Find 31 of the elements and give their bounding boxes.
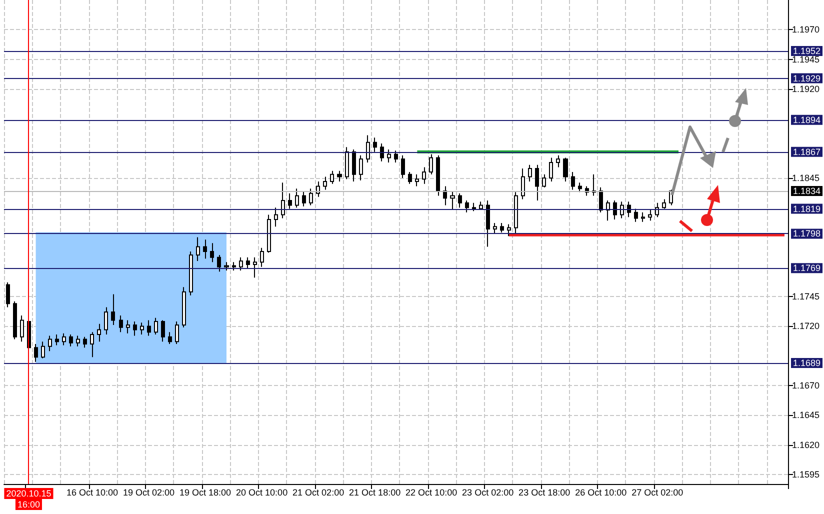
ref-line-label: 1.1798 [793, 228, 821, 239]
ref-line-label: 1.1819 [793, 204, 821, 214]
x-tick-label: 20 Oct 10:00 [236, 488, 288, 498]
y-tick-label: 1.1720 [792, 321, 820, 332]
x-tick-label: 21 Oct 18:00 [349, 488, 401, 498]
ref-line-label: 1.1867 [793, 146, 821, 157]
y-tick-label: 1.1845 [792, 172, 820, 183]
x-tick-label: 19 Oct 18:00 [180, 488, 232, 498]
ref-line-label: 1.1769 [793, 263, 821, 274]
x-tick-label: 23 Oct 02:00 [462, 488, 514, 498]
ref-line-label: 1.1952 [793, 46, 821, 56]
y-tick-label: 1.1945 [792, 54, 820, 64]
x-tick-label: 22 Oct 10:00 [406, 488, 458, 498]
y-tick-label: 1.1595 [792, 470, 820, 480]
y-tick-label: 1.1620 [792, 440, 820, 450]
x-tick-label: 19 Oct 02:00 [123, 488, 175, 498]
y-tick-label: 1.1970 [792, 24, 820, 35]
y-tick-label: 1.1920 [792, 84, 820, 94]
x-tick-label: 2020.10.15 16:00 [6, 488, 52, 510]
ref-line-label: 1.1929 [793, 73, 821, 84]
x-tick-label: 27 Oct 02:00 [632, 488, 684, 498]
x-tick-label: 21 Oct 02:00 [292, 488, 344, 498]
y-tick-label: 1.1670 [792, 380, 820, 391]
y-tick-label: 1.1745 [792, 292, 820, 302]
ref-line-label: 1.1834 [793, 186, 821, 196]
x-tick-label: 16 Oct 10:00 [66, 488, 118, 498]
x-tick-label: 26 Oct 10:00 [575, 488, 627, 498]
y-tick-label: 1.1645 [792, 410, 820, 420]
ref-line-label: 1.1894 [793, 114, 821, 125]
x-tick-label: 23 Oct 18:00 [518, 488, 570, 498]
ref-line-label: 1.1689 [793, 358, 821, 368]
